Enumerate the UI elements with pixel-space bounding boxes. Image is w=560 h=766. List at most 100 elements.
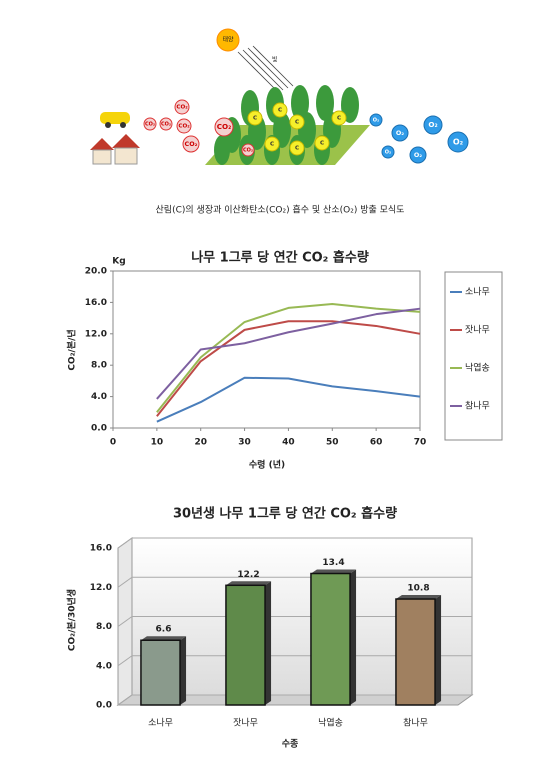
bubble xyxy=(247,110,263,126)
bubble-label: O₂ xyxy=(414,151,422,159)
y-tick-label: 4.0 xyxy=(91,392,107,402)
bar-top xyxy=(310,569,357,574)
legend-label: 소나무 xyxy=(465,287,490,298)
x-axis-label: 수령 (년) xyxy=(249,459,285,471)
chart-title: 30년생 나무 1그루 당 연간 CO₂ 흡수량 xyxy=(173,506,397,522)
caption: 산림(C)의 생장과 이산화탄소(CO₂) 흡수 및 산소(O₂) 방출 모식도 xyxy=(156,204,405,216)
value-label: 12.2 xyxy=(237,570,259,580)
line xyxy=(156,302,421,413)
grid-line xyxy=(117,537,472,549)
y-tick-label: 8.0 xyxy=(96,622,112,632)
bubble xyxy=(289,114,305,130)
bar-top xyxy=(140,636,187,641)
x-tick-label: 40 xyxy=(282,438,295,448)
bubble xyxy=(369,113,383,127)
y-tick-label: 0.0 xyxy=(91,424,107,434)
y-tick-label: 16.0 xyxy=(85,298,107,308)
bar xyxy=(140,639,181,706)
car xyxy=(100,112,130,124)
x-tick-label: 70 xyxy=(414,438,427,448)
bubble xyxy=(182,135,200,153)
y-tick-label: 0.0 xyxy=(96,701,112,711)
bubble xyxy=(176,118,192,134)
legend-label: 잣나무 xyxy=(465,325,490,336)
bubble xyxy=(264,136,280,152)
bubble-label: O₂ xyxy=(453,138,464,147)
y-tick-label: 4.0 xyxy=(96,661,112,671)
grid-line xyxy=(117,655,472,667)
houses xyxy=(90,134,140,165)
bubble xyxy=(331,110,347,126)
light-rays xyxy=(237,45,294,93)
grid-line xyxy=(117,694,472,706)
bubble-label: C xyxy=(270,142,274,148)
value-label: 6.6 xyxy=(156,625,172,635)
unit-label: Kg xyxy=(112,257,125,267)
light-label: 빛 xyxy=(272,56,278,64)
x-tick-label: 소나무 xyxy=(148,718,173,729)
bubble-label: CO₂ xyxy=(161,122,171,128)
bubble-label: C xyxy=(278,108,282,114)
y-axis-label: CO₂/본/30년생 xyxy=(66,589,78,651)
bar xyxy=(310,572,351,706)
legend-label: 낙엽송 xyxy=(465,363,490,374)
legend-label: 참나무 xyxy=(465,401,490,412)
x-tick-label: 참나무 xyxy=(403,718,428,729)
y-tick-label: 12.0 xyxy=(85,329,107,339)
y-tick-label: 16.0 xyxy=(90,544,112,554)
bar-side xyxy=(350,569,357,705)
bubble-label: CO₂ xyxy=(176,105,188,111)
bubble-label: O₂ xyxy=(428,120,437,129)
x-axis-label: 수종 xyxy=(282,739,299,750)
bar xyxy=(395,598,436,706)
bubble-label: O₂ xyxy=(396,129,404,137)
x-tick-label: 60 xyxy=(370,438,383,448)
bubble-label: O₂ xyxy=(385,150,391,156)
bubble xyxy=(174,99,190,115)
x-tick-label: 50 xyxy=(326,438,339,448)
grid-line xyxy=(117,576,472,588)
chart-title: 나무 1그루 당 연간 CO₂ 흡수량 xyxy=(191,250,369,266)
bubble-label: CO₂ xyxy=(243,148,253,154)
bubble xyxy=(409,146,427,164)
y-tick-label: 12.0 xyxy=(90,583,112,593)
bar xyxy=(225,584,266,706)
bubble-label: CO₂ xyxy=(145,122,155,128)
bar-side xyxy=(265,581,272,705)
line xyxy=(156,376,421,423)
grid-line xyxy=(117,616,472,627)
bubble-label: CO₂ xyxy=(217,122,232,131)
bubble xyxy=(314,135,330,151)
line xyxy=(156,307,421,400)
value-label: 10.8 xyxy=(407,584,429,594)
x-tick-label: 10 xyxy=(151,438,164,448)
bubble-label: C xyxy=(320,141,324,147)
y-tick-label: 8.0 xyxy=(91,361,107,371)
bubble-label: C xyxy=(295,146,299,152)
bubble xyxy=(214,117,234,137)
bubble xyxy=(272,102,288,118)
x-tick-label: 잣나무 xyxy=(233,718,258,729)
bubble-label: CO₂ xyxy=(185,140,198,148)
bubble xyxy=(159,117,173,131)
x-tick-label: 20 xyxy=(194,438,207,448)
bubble-label: C xyxy=(337,116,341,122)
bubble-label: O₂ xyxy=(373,118,379,124)
illustration: 태양 빛 CO₂ CO₂CO₂CO₂CO₂CO₂CO₂CCCCCCCO₂O₂O₂O… xyxy=(90,28,469,216)
x-tick-label: 낙엽송 xyxy=(318,718,343,729)
x-tick-label: 30 xyxy=(238,438,251,448)
y-tick-label: 20.0 xyxy=(85,267,107,277)
sun-label: 태양 xyxy=(222,36,234,44)
x-tick-label: 0 xyxy=(110,438,116,448)
y-axis-label: CO₂/본/년 xyxy=(66,329,78,370)
bubble xyxy=(391,124,409,142)
bubble xyxy=(289,140,305,156)
bubble xyxy=(447,131,469,153)
bubble-label: C xyxy=(295,120,299,126)
bubble-label: CO₂ xyxy=(178,124,190,130)
bubble xyxy=(381,145,395,159)
plot-area xyxy=(112,270,421,429)
bar-top xyxy=(225,581,272,586)
